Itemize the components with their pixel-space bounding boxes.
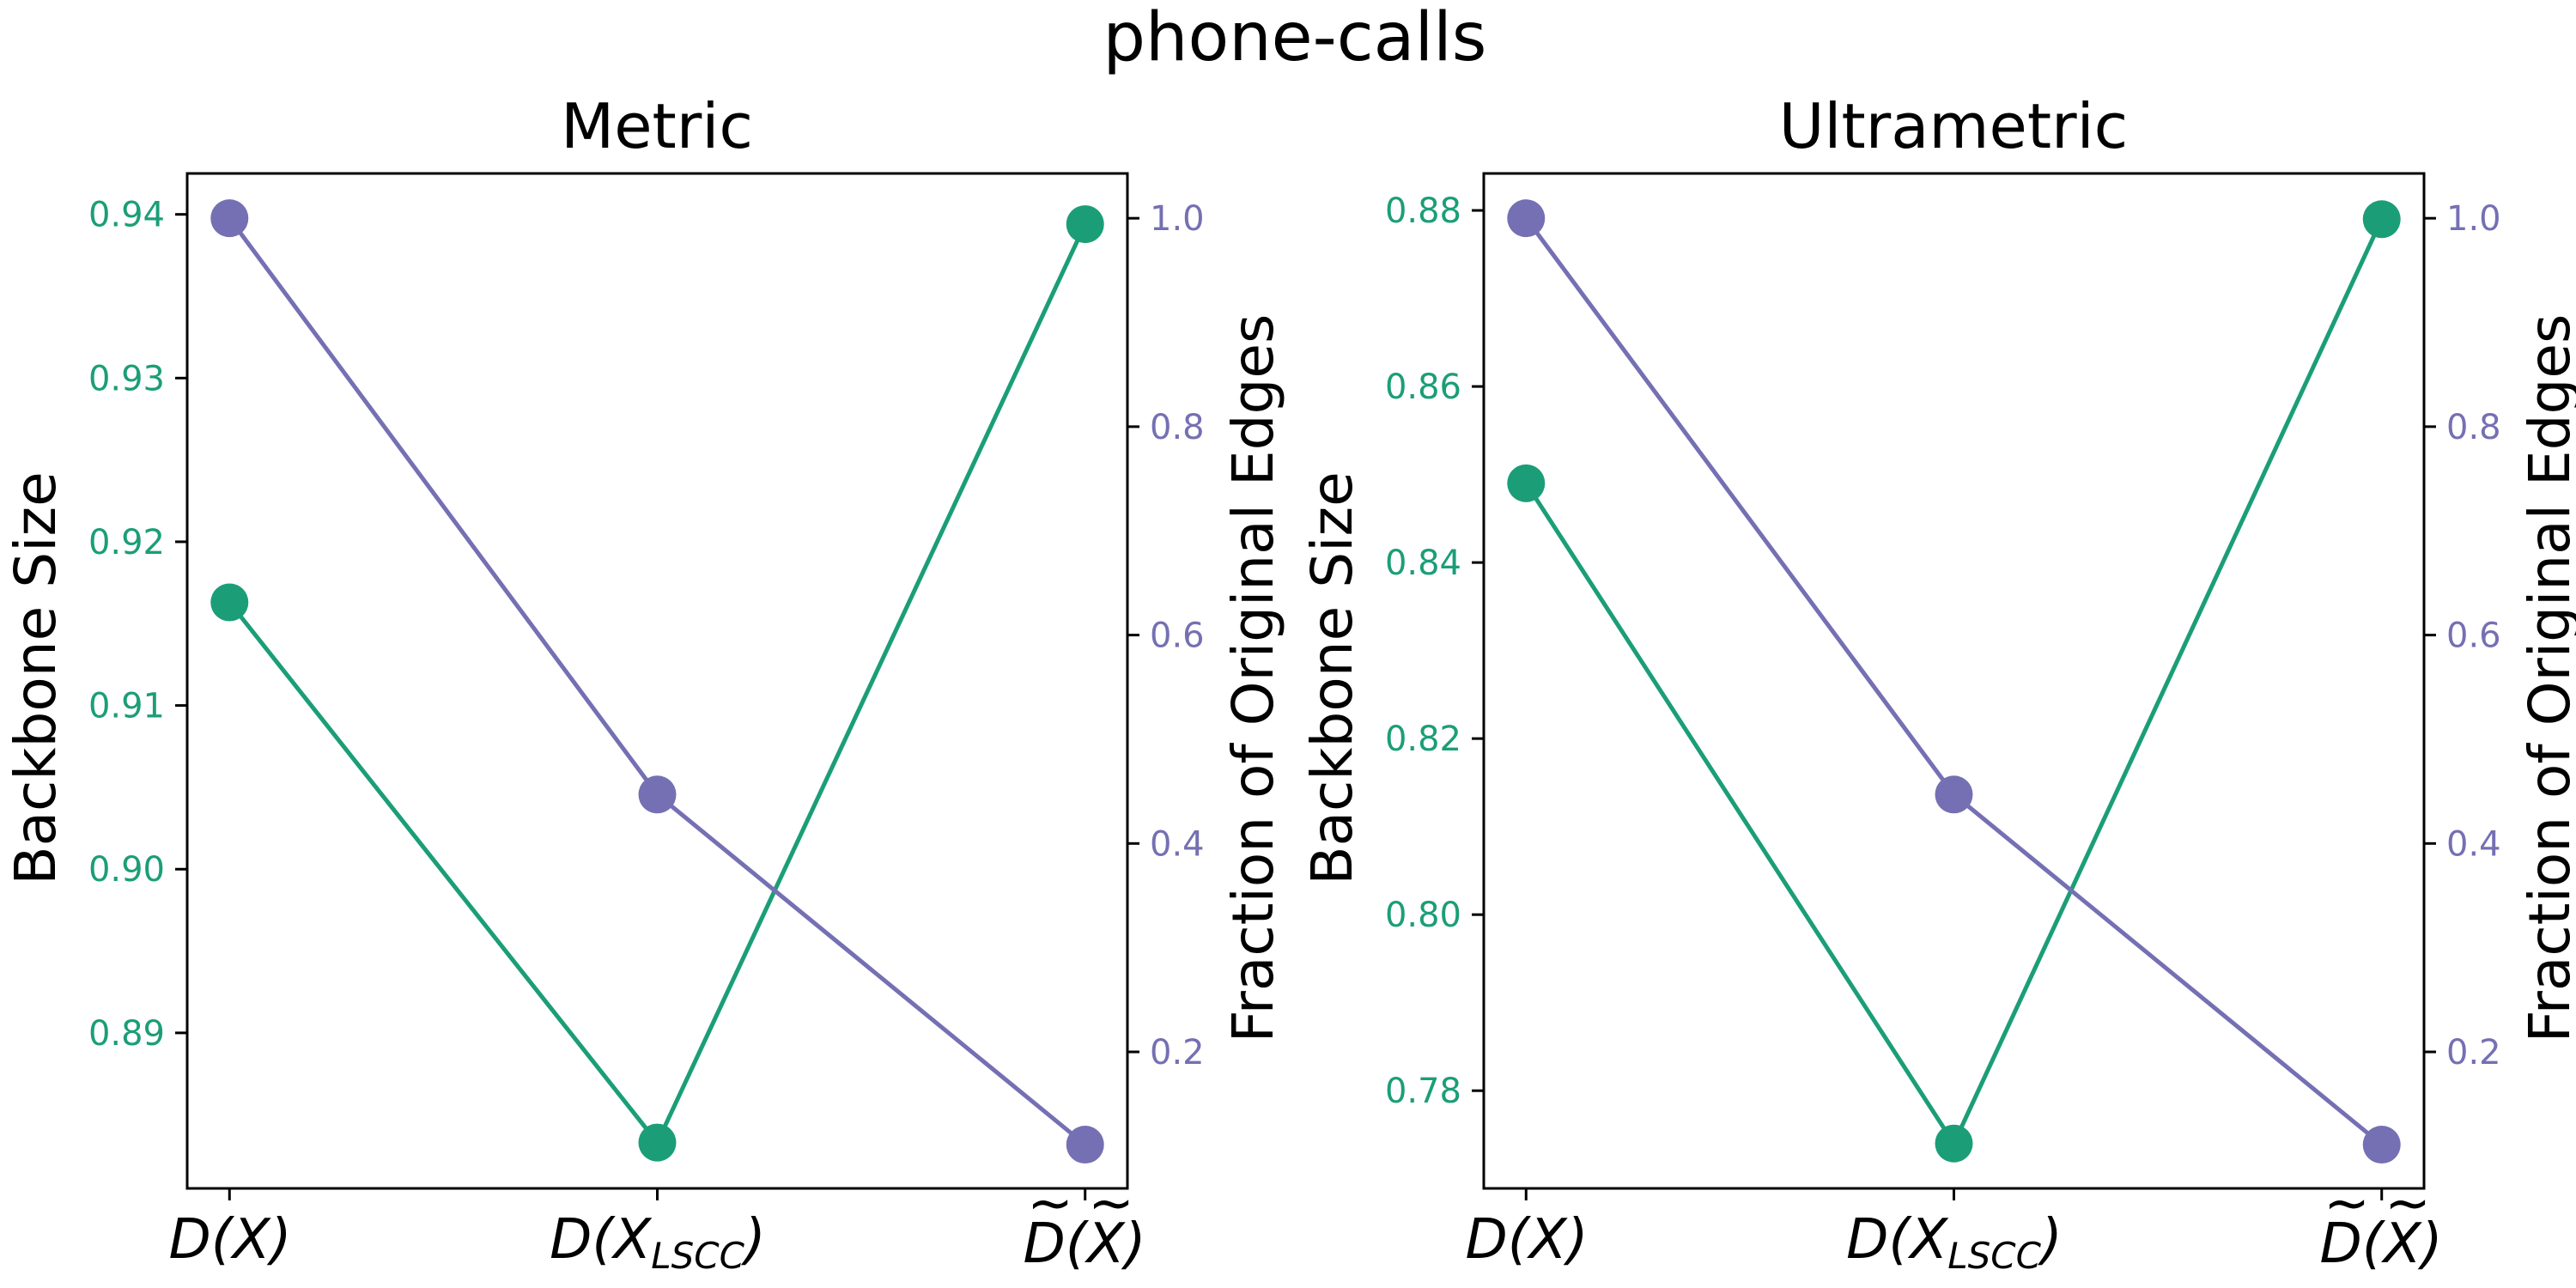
x-tick-labels: D(X) D(XLSCC) D(X) ~ ~ xyxy=(168,1172,1145,1277)
plot-frame xyxy=(185,172,1129,1190)
left-y-tick-label: 0.89 xyxy=(88,1014,165,1054)
x-tick-label: D(X) xyxy=(1023,1212,1145,1276)
x-tick-label: D(X) xyxy=(1465,1208,1588,1272)
left-y-tick-label: 0.90 xyxy=(88,850,165,890)
right-y-tick-label: 0.6 xyxy=(2446,617,2501,656)
right-y-tick-label: 1.0 xyxy=(1150,199,1205,239)
backbone-size-line xyxy=(1524,218,2384,1146)
left-y-tick-label: 0.80 xyxy=(1385,896,1461,935)
x-tick-label: D(X) xyxy=(2319,1212,2442,1276)
right-y-tick-label: 1.0 xyxy=(2446,199,2501,239)
left-y-tick-label: 0.88 xyxy=(1385,191,1461,231)
right-y-tick-label: 0.2 xyxy=(1150,1033,1205,1072)
left-y-tick-label: 0.93 xyxy=(88,359,165,398)
fraction-edges-point xyxy=(210,199,249,238)
fraction-edges-point xyxy=(638,775,677,814)
x-tick-tilde: ~ xyxy=(1027,1172,1073,1236)
left-y-tick-label: 0.94 xyxy=(88,196,165,235)
panel-ultrametric: Ultrametric Backbone Size Fraction of Or… xyxy=(1299,90,2576,1277)
right-y-tick-label: 0.6 xyxy=(1150,617,1205,656)
right-y-tick-label: 0.2 xyxy=(2446,1033,2501,1072)
left-y-tick-label: 0.78 xyxy=(1385,1072,1461,1111)
backbone-size-point xyxy=(210,583,249,622)
panel-title: Ultrametric xyxy=(1779,90,2129,162)
right-y-tick-label: 0.4 xyxy=(2446,824,2501,864)
panel-title: Metric xyxy=(561,90,753,162)
plot-frame xyxy=(1482,172,2426,1190)
backbone-size-point xyxy=(1066,205,1104,244)
figure-title: phone-calls xyxy=(1103,0,1487,76)
x-tick-label: D(XLSCC) xyxy=(1846,1208,2063,1277)
fraction-edges-point xyxy=(1066,1126,1104,1164)
left-y-tick-label: 0.84 xyxy=(1385,544,1461,583)
fraction-edges-line xyxy=(228,216,1087,1146)
left-y-tick-label: 0.82 xyxy=(1385,720,1461,759)
right-axis-label: Fraction of Original Edges xyxy=(2517,314,2576,1043)
backbone-size-point xyxy=(1507,464,1546,502)
right-y-tick-label: 0.4 xyxy=(1150,824,1205,864)
x-tick-label: D(X) xyxy=(168,1208,291,1272)
left-y-tick-label: 0.91 xyxy=(88,687,165,726)
right-y-tick-label: 0.8 xyxy=(1150,408,1205,447)
x-tick-label: D(XLSCC) xyxy=(550,1208,766,1277)
left-axis-label: Backbone Size xyxy=(3,471,69,884)
backbone-size-point xyxy=(638,1123,677,1162)
x-tick-labels: D(X) D(XLSCC) D(X) ~ ~ xyxy=(1465,1172,2442,1277)
left-y-tick-label: 0.86 xyxy=(1385,368,1461,407)
left-axis-label: Backbone Size xyxy=(1299,471,1365,884)
backbone-size-point xyxy=(2362,200,2401,239)
left-y-tick-label: 0.92 xyxy=(88,523,165,562)
backbone-size-point xyxy=(1935,1124,1973,1163)
right-y-tick-label: 0.8 xyxy=(2446,408,2501,447)
panel-metric: Metric Backbone Size Fraction of Origina… xyxy=(3,90,1286,1277)
fraction-edges-point xyxy=(2362,1126,2401,1164)
right-axis-label: Fraction of Original Edges xyxy=(1220,314,1286,1043)
x-tick-tilde: ~ xyxy=(2324,1172,2370,1236)
fraction-edges-point xyxy=(1507,199,1546,238)
fraction-edges-point xyxy=(1935,775,1973,814)
backbone-size-line xyxy=(228,223,1087,1145)
